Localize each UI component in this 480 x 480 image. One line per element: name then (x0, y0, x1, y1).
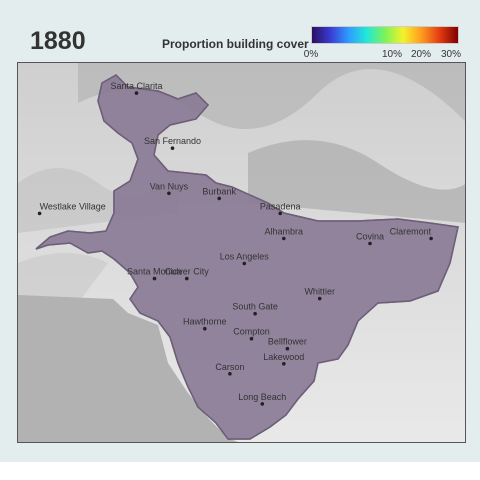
city-markers: Santa Clarita San Fernando Van Nuys Burbank… (37, 81, 433, 406)
year-title: 1880 (30, 27, 86, 55)
city-label: Carson (215, 362, 244, 372)
city-marker (152, 276, 157, 281)
city-label: South Gate (232, 302, 278, 312)
city-marker (260, 402, 265, 406)
legend-title: Proportion building cover (162, 37, 309, 51)
city-marker (253, 311, 257, 316)
city-label: Santa Clarita (110, 81, 162, 91)
city-label: San Fernando (144, 136, 201, 146)
city-marker (429, 236, 433, 241)
legend-tick: 0% (303, 49, 319, 60)
city-marker (368, 241, 372, 246)
city-marker (285, 346, 290, 351)
city-label: Burbank (202, 186, 236, 196)
city-marker (228, 372, 232, 376)
city-label: Alhambra (265, 227, 304, 237)
map-canvas[interactable]: Santa Clarita San Fernando Van Nuys Burbank… (17, 62, 466, 443)
map-panel: 1880 Proportion building cover 0% 10% 20… (0, 0, 480, 462)
legend-tick: 20% (410, 49, 432, 60)
city-marker (185, 276, 189, 281)
city-label: Pasadena (260, 201, 301, 211)
city-label: Claremont (390, 227, 432, 237)
city-marker (203, 326, 207, 331)
city-label: Hawthorne (183, 317, 227, 327)
city-marker (167, 191, 171, 196)
city-label: Westlake Village (40, 201, 106, 211)
city-marker (217, 196, 221, 201)
city-marker (278, 211, 283, 216)
city-label: Whittier (304, 287, 335, 297)
city-label: Culver City (165, 267, 210, 277)
city-label: Van Nuys (150, 181, 189, 191)
legend-tick: 10% (381, 49, 403, 60)
city-marker (37, 211, 42, 216)
city-label: Bellflower (268, 337, 307, 347)
mountain-shading (18, 63, 465, 303)
city-marker (170, 146, 175, 150)
city-marker (317, 296, 322, 301)
city-label: Los Angeles (220, 252, 270, 262)
map-svg: Santa Clarita San Fernando Van Nuys Burbank… (18, 63, 465, 442)
city-marker (282, 236, 286, 241)
city-label: Lakewood (263, 352, 304, 362)
legend-color-bar (311, 26, 459, 44)
city-label: Compton (233, 327, 270, 337)
city-marker (134, 91, 139, 95)
city-label: Covina (356, 232, 384, 242)
city-label: Santa Monica (127, 267, 182, 277)
city-label: Long Beach (238, 392, 286, 402)
ocean (18, 295, 238, 442)
city-marker (242, 261, 247, 266)
city-marker (282, 362, 286, 366)
city-marker (249, 336, 254, 341)
legend-tick: 30% (440, 49, 462, 60)
